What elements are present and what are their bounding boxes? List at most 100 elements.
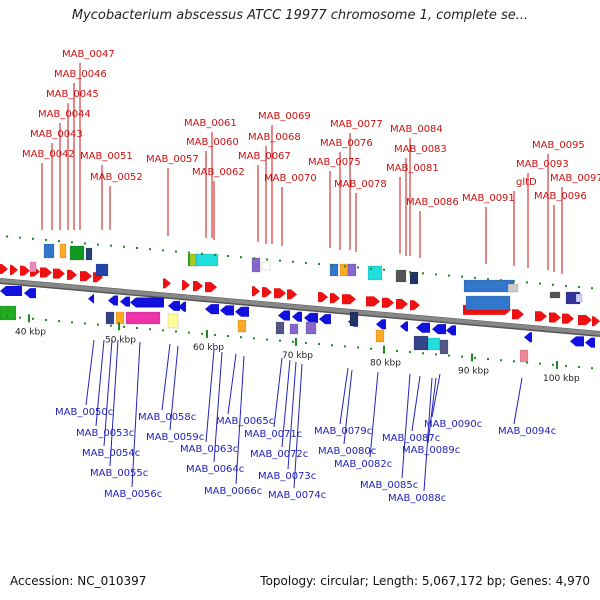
track-dot [331, 344, 333, 347]
forward-gene-label: MAB_0097 [550, 173, 600, 184]
forward-gene-label: MAB_0081 [386, 163, 439, 174]
reverse-gene [400, 321, 408, 332]
forward-gene [562, 313, 574, 324]
reverse-leader-line [131, 341, 141, 488]
forward-gene [318, 292, 328, 303]
track-dot [279, 339, 281, 342]
protein-domain [575, 293, 583, 303]
track-dot [19, 316, 21, 319]
track-dot [123, 245, 125, 248]
forward-gene [252, 286, 260, 297]
forward-gene-label: MAB_0042 [22, 149, 75, 160]
reverse-leader-line [85, 339, 95, 406]
protein-domain [519, 349, 529, 363]
reverse-gene [220, 305, 234, 316]
track-dot [357, 346, 359, 349]
track-dot [97, 323, 99, 326]
forward-gene [592, 316, 600, 327]
protein-domain [549, 291, 561, 299]
forward-gene-label: MAB_0044 [38, 109, 91, 120]
track-dot [279, 259, 281, 262]
forward-gene [274, 288, 286, 299]
track-dot [32, 237, 34, 240]
track-dot [136, 327, 138, 330]
protein-domain [465, 295, 511, 311]
protein-domain [0, 305, 17, 321]
genome-map: 40 kbp 50 kbp 60 kbp 70 kbp 80 kbp 90 kbp 100 … [0, 49, 600, 504]
reverse-gene-label: MAB_0073c [258, 471, 316, 482]
protein-domain [439, 339, 449, 355]
reverse-leader-line [369, 371, 379, 458]
track-dot [123, 325, 125, 328]
reverse-gene-label: MAB_0050c [55, 407, 113, 418]
reverse-gene [524, 332, 532, 343]
track-dot [19, 236, 21, 239]
forward-gene-label: MAB_0075 [308, 157, 361, 168]
reverse-gene-label: MAB_0065c [216, 416, 274, 427]
track-dot [84, 322, 86, 325]
axis-tick-label: 70 kbp [282, 351, 313, 361]
protein-domain [413, 335, 429, 351]
reverse-gene [130, 297, 164, 308]
reverse-leader-line [235, 355, 245, 485]
genome-stats: Topology: circular; Length: 5,067,172 bp… [260, 574, 590, 588]
reverse-gene-label: MAB_0082c [334, 459, 392, 470]
track-dot [435, 353, 437, 356]
forward-gene [67, 269, 77, 280]
forward-gene-label: MAB_0052 [90, 172, 143, 183]
reverse-gene-label: MAB_0054c [82, 448, 140, 459]
track-dot [110, 244, 112, 247]
reverse-gene [235, 306, 249, 317]
track-dot [474, 276, 476, 279]
track-dot [383, 268, 385, 271]
reverse-gene-label: MAB_0074c [268, 490, 326, 501]
forward-gene-label: MAB_0045 [46, 89, 99, 100]
forward-gene [93, 272, 103, 283]
forward-gene [382, 297, 394, 308]
track-dot [162, 329, 164, 332]
track-dot [422, 272, 424, 275]
forward-gene [205, 282, 217, 293]
track-dot [513, 280, 515, 283]
track-dot [513, 360, 515, 363]
track-dot [58, 240, 60, 243]
reverse-gene-label: MAB_0059c [146, 432, 204, 443]
length-value: 5,067,172 bp [421, 574, 502, 588]
track-dot [357, 266, 359, 269]
reverse-leader-line [427, 377, 437, 444]
protein-domain [189, 253, 197, 267]
track-dot [448, 274, 450, 277]
reverse-leader-line [343, 369, 353, 445]
protein-domain [261, 261, 271, 271]
protein-domain [29, 261, 37, 273]
track-dot [84, 242, 86, 245]
track-dot [6, 235, 8, 238]
track-dot [110, 324, 112, 327]
track-dot [344, 265, 346, 268]
track-dot [461, 275, 463, 278]
track-dot [435, 273, 437, 276]
reverse-leader-line [103, 339, 113, 447]
forward-gene-label: gltD [516, 177, 537, 188]
forward-gene-label: MAB_0095 [532, 140, 585, 151]
track-dot [526, 281, 528, 284]
forward-gene [20, 265, 30, 276]
reverse-gene [416, 322, 430, 333]
genes-label: Genes: [509, 574, 552, 588]
reverse-gene [88, 293, 94, 304]
forward-gene-label: MAB_0093 [516, 159, 569, 170]
forward-gene [163, 278, 171, 289]
reverse-gene-label: MAB_0089c [402, 445, 460, 456]
reverse-leader-line [281, 359, 291, 448]
forward-gene [396, 298, 408, 309]
forward-gene [342, 294, 356, 305]
protein-domain [115, 311, 125, 325]
track-dot [487, 278, 489, 281]
track-dot [292, 260, 294, 263]
reverse-gene [120, 296, 130, 307]
accession-value: NC_010397 [77, 574, 147, 588]
axis-tick-label: 90 kbp [458, 366, 489, 376]
protein-domain [349, 311, 359, 327]
forward-gene-label: MAB_0051 [80, 151, 133, 162]
forward-gene [40, 267, 52, 278]
